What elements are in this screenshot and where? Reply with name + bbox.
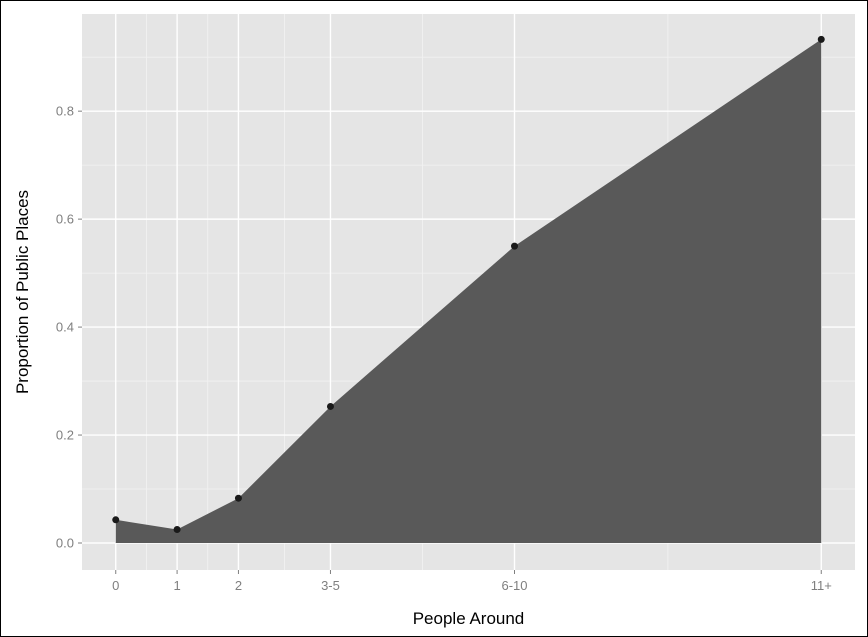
data-point	[112, 516, 120, 524]
x-tick-label: 3-5	[321, 578, 340, 593]
y-tick-label: 0.8	[56, 104, 74, 119]
x-tick-label: 11+	[811, 578, 832, 593]
y-axis-title: Proportion of Public Places	[13, 190, 32, 394]
area-series	[115, 39, 822, 544]
data-point	[326, 402, 334, 410]
data-points	[112, 35, 825, 534]
x-tick-label: 2	[235, 578, 242, 593]
y-tick-label: 0.2	[56, 428, 74, 443]
x-tick-label: 6-10	[501, 578, 527, 593]
y-tick-label: 0.6	[56, 212, 74, 227]
x-tick-label: 0	[112, 578, 119, 593]
x-tick-label: 1	[173, 578, 180, 593]
data-point	[817, 35, 825, 43]
y-tick-label: 0.0	[56, 536, 74, 551]
data-point	[234, 494, 242, 502]
data-point	[511, 242, 519, 250]
x-axis-title: People Around	[413, 609, 525, 628]
data-point	[173, 526, 181, 534]
y-tick-label: 0.4	[56, 320, 74, 335]
x-axis-ticks: 0 1 2 3-5 6-10 11+	[112, 570, 832, 593]
y-axis-ticks: 0.0 0.2 0.4 0.6 0.8	[56, 104, 82, 551]
